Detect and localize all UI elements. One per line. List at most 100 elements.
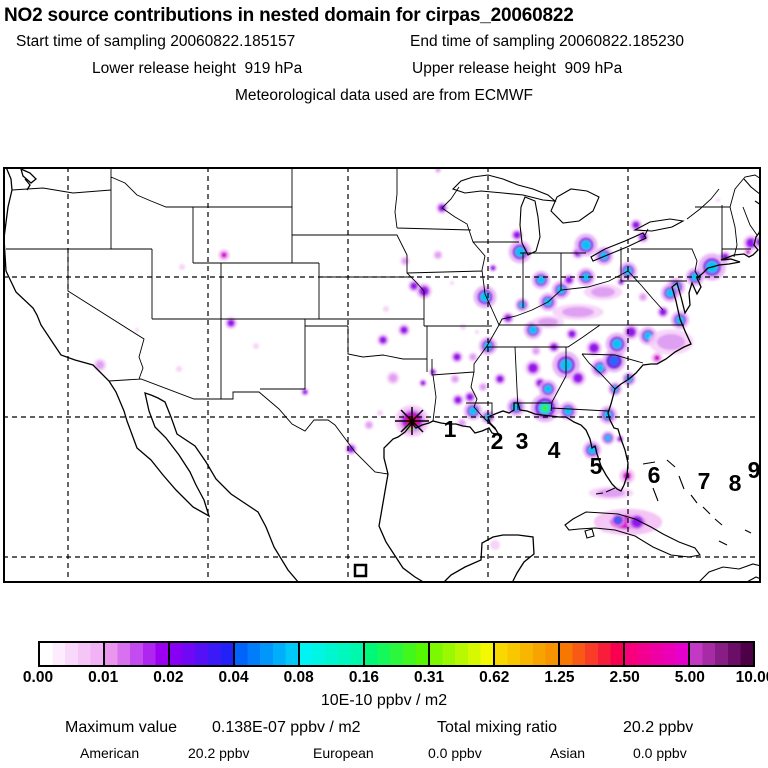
plume-blob (176, 366, 182, 372)
colorbar-segment (168, 643, 233, 665)
colorbar-segment (428, 643, 493, 665)
plume-blob (435, 252, 441, 258)
plume-blob (221, 252, 227, 258)
receptor-number-label: 8 (729, 470, 742, 496)
region-european-value: 0.0 ppbv (428, 745, 482, 761)
colorbar-ticks: 0.00 0.01 0.02 0.04 0.08 0.16 0.31 0.62 1.25 2.50… (23, 669, 768, 687)
plume-blob (666, 289, 674, 297)
plume-blob (401, 327, 407, 333)
plume-blob (421, 381, 425, 385)
great-lake-outline (590, 232, 647, 262)
plume-blob (597, 489, 625, 497)
colorbar-tick: 1.25 (544, 669, 575, 686)
colorbar-tick: 0.08 (283, 669, 314, 686)
colorbar-segment (558, 643, 623, 665)
graticule (3, 167, 761, 583)
plume-blob (452, 376, 458, 382)
coastline (19, 167, 37, 191)
plume-blob (467, 394, 473, 400)
plume-blob (654, 355, 660, 361)
start-time-text: Start time of sampling 20060822.185157 (16, 33, 296, 50)
plume-blob (566, 277, 572, 283)
max-value: 0.138E-07 ppbv / m2 (212, 719, 361, 736)
region-asian-value: 0.0 ppbv (633, 745, 687, 761)
receptor-number-label: 9 (748, 457, 761, 483)
plume-blob (380, 337, 386, 343)
plume-blob (514, 232, 520, 238)
plume-blob (562, 307, 594, 317)
coastline (3, 166, 300, 584)
colorbar-tick: 5.00 (674, 669, 705, 686)
plume-blob (253, 343, 259, 349)
plume-blob (515, 247, 525, 257)
plume-blob (660, 309, 666, 315)
plume-blob (366, 422, 372, 428)
region-asian-label: Asian (550, 745, 586, 761)
plume-blob (615, 517, 621, 523)
receptor-number-label: 6 (648, 462, 661, 488)
coastline (378, 473, 426, 584)
plume-blob (605, 435, 611, 441)
colorbar-segment (103, 643, 168, 665)
great-lake-outline (633, 218, 685, 232)
plume-blob (582, 273, 590, 281)
lower-release-text: Lower release height 919 hPa (92, 60, 303, 77)
island-outlines (564, 178, 762, 584)
plume-blob (491, 266, 495, 270)
plume-blob (470, 354, 476, 360)
plume-blob (716, 198, 720, 202)
plume-blob (569, 331, 575, 337)
plume-blob (475, 330, 479, 334)
plume-blob (533, 348, 539, 354)
coastline (383, 226, 762, 492)
colorbar-segment (493, 643, 558, 665)
geography-layer (3, 166, 762, 584)
colorbar-tick: 0.62 (479, 669, 510, 686)
met-source-text: Meteorological data used are from ECMWF (234, 87, 534, 104)
plume-blob (519, 302, 525, 308)
colorbar-segment (688, 643, 753, 665)
region-european-label: European (313, 745, 374, 761)
plume-blob (459, 420, 465, 426)
plume-blob (455, 397, 461, 403)
mixing-ratio-label: Total mixing ratio (437, 719, 558, 736)
end-time-text: End time of sampling 20060822.185230 (410, 33, 685, 50)
plume-blob (657, 334, 685, 350)
mixing-ratio-value: 20.2 ppbv (623, 719, 694, 736)
plume-blob (538, 318, 558, 326)
plume-blob (529, 326, 537, 334)
great-lake-outline (451, 174, 557, 202)
regions-row: American 20.2 ppbv European 0.0 ppbv Asi… (0, 745, 768, 765)
receptor-number-label: 2 (491, 428, 504, 454)
plume-blob (454, 354, 460, 360)
plume-blob (581, 240, 591, 250)
colorbar-tick: 2.50 (609, 669, 640, 686)
plume-blob (747, 239, 755, 247)
coastline (442, 534, 535, 584)
plume-blob (632, 517, 642, 527)
colorbar-tick: 0.04 (218, 669, 249, 686)
receptor-number-label: 1 (444, 416, 457, 442)
map-svg: 1 2 3 4 5 6 7 8 9 (3, 166, 766, 584)
plume-blob (460, 324, 466, 330)
colorbar-segment (40, 643, 103, 665)
stats-row: Maximum value 0.138E-07 ppbv / m2 Total … (0, 719, 768, 739)
colorbar-tick: 0.02 (153, 669, 184, 686)
plume-blob (600, 521, 612, 533)
receptor-number-label: 7 (698, 468, 711, 494)
plume-blob (490, 540, 500, 550)
colorbar-tick: 10.00 (735, 669, 768, 686)
plume-blob (544, 385, 552, 393)
colorbar (38, 641, 755, 667)
plume-blob (480, 384, 486, 390)
colorbar-segment (363, 643, 428, 665)
plume-blob (303, 390, 307, 394)
colorbar-tick: 0.00 (22, 669, 54, 686)
plume-blob (96, 361, 104, 369)
plume-blob (348, 446, 354, 452)
plume-blob (135, 328, 139, 332)
plume-blob (529, 364, 537, 372)
plume-blob (596, 364, 604, 372)
plume-blob (640, 294, 646, 300)
